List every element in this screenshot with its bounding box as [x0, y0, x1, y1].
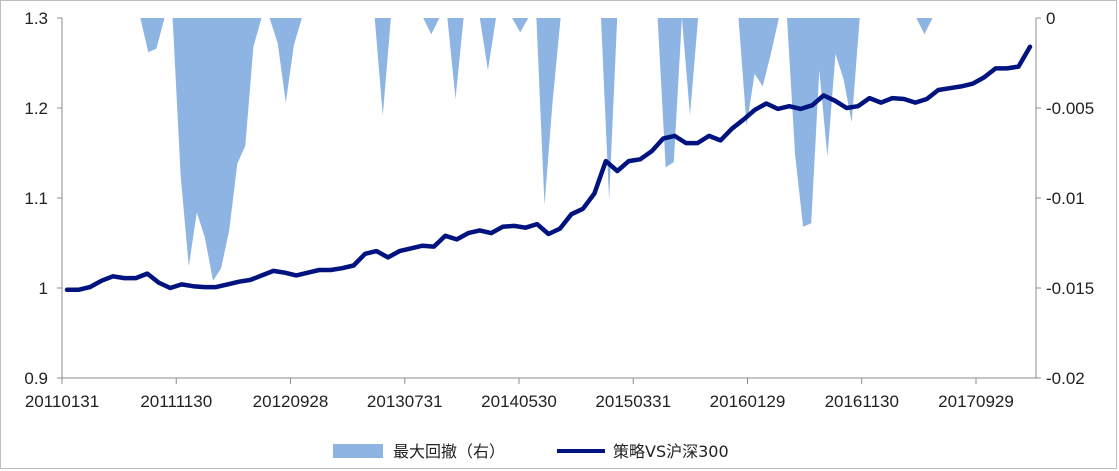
legend-swatch-drawdown: [333, 444, 383, 458]
right-y-tick-label: -0.01: [1046, 189, 1085, 208]
left-y-tick-label: 1.2: [24, 99, 48, 118]
x-tick-label: 20130731: [367, 392, 443, 411]
right-y-tick-label: -0.015: [1046, 279, 1094, 298]
legend: 最大回撤（右） 策略VS沪深300: [333, 442, 729, 461]
left-y-tick-label: 1: [39, 279, 48, 298]
legend-label-drawdown: 最大回撤（右）: [393, 442, 505, 461]
x-tick-label: 20161130: [825, 392, 899, 411]
tick-labels-layer: 0.9 1 1.1 1.2 1.3 -0.02 -0.015 -0.01 -0.005 0 2011…: [24, 9, 1094, 411]
strategy-line-layer: [64, 44, 1033, 293]
right-y-tick-label: 0: [1046, 9, 1055, 28]
x-tick-label: 20111130: [140, 392, 212, 411]
left-y-tick-label: 0.9: [24, 369, 48, 388]
strategy-line: [64, 44, 1033, 293]
drawdown-area-layer: [116, 18, 981, 281]
x-tick-label: 20160129: [710, 392, 786, 411]
left-y-tick-label: 1.3: [24, 9, 48, 28]
drawdown-area: [116, 18, 981, 281]
left-y-tick-label: 1.1: [24, 189, 48, 208]
axes-layer: [57, 17, 1041, 384]
x-tick-label: 20120928: [253, 392, 329, 411]
x-tick-label: 20140530: [481, 392, 557, 411]
x-tick-label: 20110131: [25, 392, 99, 411]
right-y-tick-label: -0.005: [1046, 99, 1094, 118]
x-tick-label: 20170929: [938, 392, 1014, 411]
legend-label-strategy: 策略VS沪深300: [613, 442, 729, 461]
x-tick-label: 20150331: [595, 392, 671, 411]
right-y-tick-label: -0.02: [1046, 369, 1085, 388]
